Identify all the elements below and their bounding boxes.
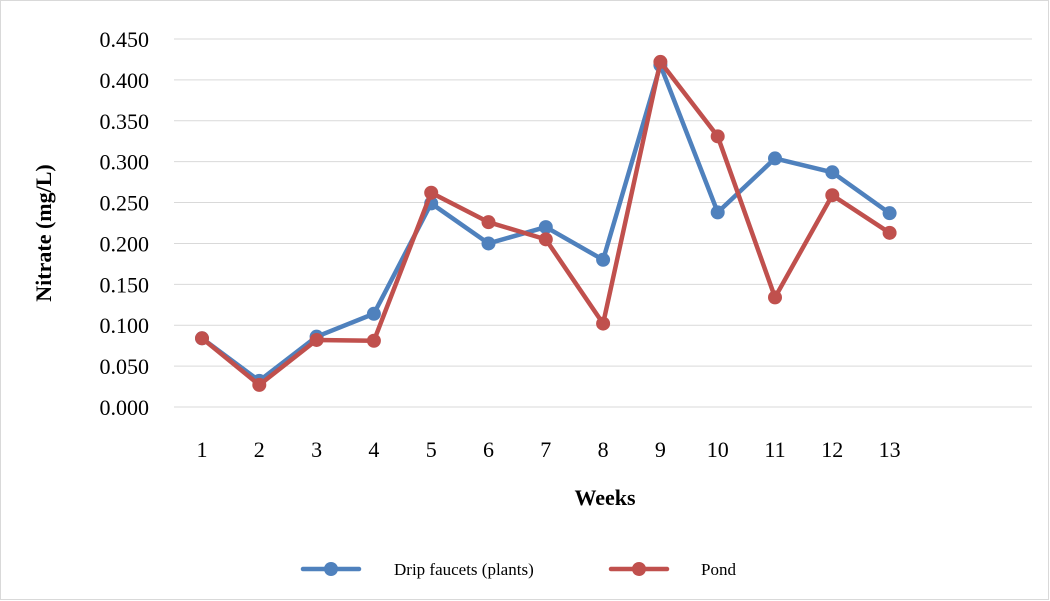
data-point: [882, 225, 897, 240]
legend-label: Drip faucets (plants): [394, 560, 534, 579]
legend-item: Pond: [608, 560, 736, 579]
y-tick-label: 0.200: [100, 231, 150, 256]
x-tick-label: 8: [598, 437, 609, 462]
y-tick-label: 0.350: [100, 109, 150, 134]
x-tick-label: 2: [254, 437, 265, 462]
data-point: [366, 333, 381, 348]
legend-item: Drip faucets (plants): [300, 560, 534, 579]
legend-label: Pond: [701, 560, 736, 579]
data-point: [538, 232, 553, 247]
gridlines: [174, 38, 1032, 408]
x-tick-label: 13: [879, 437, 901, 462]
data-point: [825, 188, 840, 203]
x-tick-label: 10: [707, 437, 729, 462]
data-point: [825, 165, 840, 180]
x-tick-label: 9: [655, 437, 666, 462]
x-tick-label: 12: [821, 437, 843, 462]
data-point: [481, 236, 496, 251]
data-point: [596, 316, 611, 331]
x-tick-label: 6: [483, 437, 494, 462]
data-point: [653, 54, 668, 69]
y-tick-label: 0.400: [100, 68, 150, 93]
data-point: [768, 151, 782, 166]
series-pond: [195, 54, 897, 392]
data-point: [882, 206, 897, 221]
legend-marker: [632, 562, 646, 576]
y-tick-label: 0.250: [100, 191, 150, 216]
y-axis-ticks: 0.000 0.050 0.100 0.150 0.200 0.250 0.300 0.350…: [100, 27, 150, 420]
y-tick-label: 0.100: [100, 313, 150, 338]
data-point: [309, 332, 324, 347]
y-tick-label: 0.150: [100, 272, 150, 297]
data-point: [481, 215, 496, 230]
data-point: [710, 129, 725, 144]
x-tick-label: 5: [426, 437, 437, 462]
legend-marker: [324, 562, 338, 576]
data-point: [538, 220, 553, 235]
x-axis-title: Weeks: [574, 485, 636, 510]
y-tick-label: 0.450: [100, 27, 150, 52]
x-tick-label: 3: [311, 437, 322, 462]
x-tick-label: 7: [540, 437, 551, 462]
y-axis-title: Nitrate (mg/L): [31, 164, 56, 301]
data-point: [366, 306, 381, 321]
y-tick-label: 0.000: [100, 395, 150, 420]
data-point: [596, 252, 611, 267]
data-point: [195, 331, 209, 346]
data-point: [424, 185, 439, 200]
x-tick-label: 11: [764, 437, 785, 462]
series-drip-faucets: [195, 58, 897, 388]
y-tick-label: 0.050: [100, 354, 150, 379]
x-tick-label: 1: [197, 437, 208, 462]
x-axis-ticks: 1 2 3 4 5 6 7 8 9 10 11 12 13: [197, 437, 901, 462]
data-point: [710, 205, 725, 220]
legend: Drip faucets (plants) Pond: [300, 560, 736, 579]
y-tick-label: 0.300: [100, 150, 150, 175]
data-point: [768, 290, 782, 305]
series-group: [195, 54, 897, 392]
data-point: [252, 377, 267, 392]
x-tick-label: 4: [368, 437, 379, 462]
